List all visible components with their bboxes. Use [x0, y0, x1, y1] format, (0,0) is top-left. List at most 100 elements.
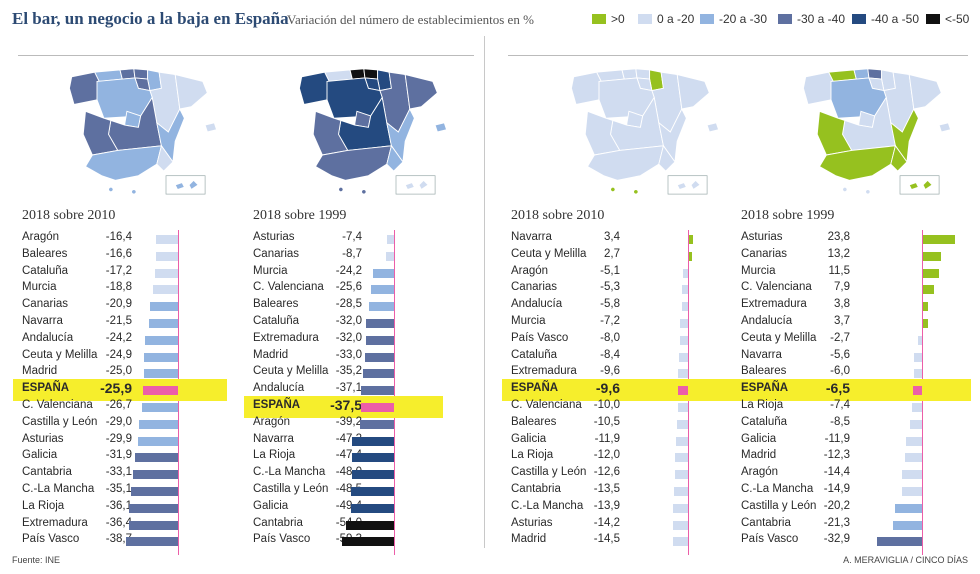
row-label: ESPAÑA — [253, 399, 301, 411]
section-divider — [484, 36, 485, 548]
bar — [155, 251, 178, 261]
bar — [387, 235, 394, 244]
bar — [371, 285, 394, 295]
highlight-row: ESPAÑA -37,5 — [253, 397, 483, 415]
bar — [128, 520, 178, 530]
map-region — [658, 144, 676, 172]
row-value: -37,5 — [330, 397, 362, 413]
bar — [361, 403, 394, 412]
legend-item: <-50 — [926, 12, 969, 26]
highlight-row: ESPAÑA -25,9 — [22, 380, 252, 398]
map-region — [119, 68, 136, 80]
data-row: Ceuta y Melilla -24,9 — [22, 348, 252, 365]
row-value: -35,2 — [335, 365, 362, 378]
row-value: -16,6 — [105, 247, 132, 260]
row-label: Madrid — [741, 449, 777, 462]
bar — [673, 503, 688, 513]
data-row: La Rioja -7,4 — [741, 398, 971, 415]
row-value: -14,9 — [823, 483, 850, 495]
data-row: Baleares -28,5 — [253, 297, 483, 314]
row-label: Extremadura — [511, 365, 577, 378]
data-row: La Rioja -12,0 — [511, 448, 741, 465]
map-region — [312, 110, 349, 156]
panel-title: 2018 sobre 1999 — [741, 208, 835, 223]
bar — [905, 436, 922, 446]
row-label: Aragón — [511, 264, 549, 277]
bar — [138, 419, 178, 429]
bar — [911, 403, 922, 412]
data-row: Cataluña -32,0 — [253, 314, 483, 331]
data-row: Baleares -10,5 — [511, 415, 741, 432]
row-value: -9,6 — [600, 365, 620, 378]
row-label: Cataluña — [22, 264, 69, 277]
row-label: C. Valenciana — [253, 281, 324, 294]
row-value: -29,9 — [105, 432, 132, 445]
map-region — [68, 71, 100, 105]
row-value: -33,0 — [335, 348, 362, 361]
row-label: País Vasco — [253, 533, 311, 546]
bar — [894, 503, 922, 513]
data-row: La Rioja -47,4 — [253, 448, 483, 465]
bar — [923, 251, 941, 261]
row-value: -37,1 — [335, 382, 362, 395]
data-row: C. Valenciana -26,7 — [22, 398, 252, 415]
row-value: -26,7 — [105, 399, 132, 411]
legend-swatch — [700, 14, 714, 24]
data-row: Cantabria-54,0 — [253, 516, 483, 533]
canarias-frame — [165, 175, 206, 195]
map-region — [84, 145, 163, 181]
row-label: C.-La Mancha — [511, 499, 584, 512]
row-value: -17,2 — [105, 264, 132, 277]
row-value: -7,2 — [600, 315, 620, 327]
row-label: Madrid — [253, 348, 289, 361]
row-label: Cataluña — [511, 348, 558, 361]
row-label: Extremadura — [253, 331, 319, 344]
row-value: -21,3 — [823, 516, 850, 529]
row-label: Baleares — [741, 365, 787, 378]
row-label: Galicia — [253, 499, 289, 512]
bar — [679, 335, 688, 345]
map-region — [108, 186, 137, 195]
bar — [676, 419, 688, 429]
bar — [372, 268, 394, 278]
row-label: La Rioja — [741, 399, 784, 411]
bar — [133, 470, 178, 480]
row-label: Asturias — [22, 432, 64, 445]
row-label: Galicia — [22, 449, 58, 462]
row-value: -9,6 — [595, 380, 620, 397]
row-value: -11,9 — [824, 432, 850, 445]
row-value: 13,2 — [827, 247, 850, 260]
map-region — [676, 179, 701, 191]
bar — [365, 335, 394, 345]
map-region — [314, 145, 393, 181]
row-value: -14,4 — [823, 466, 850, 479]
legend-item: -30 a -40 — [778, 12, 845, 26]
bar — [923, 319, 929, 328]
row-label: País Vasco — [741, 533, 799, 546]
row-value: -8,0 — [600, 331, 620, 344]
legend-swatch — [778, 14, 792, 24]
map-region — [363, 68, 379, 80]
data-row: Canarias -20,9 — [22, 297, 252, 314]
data-row: Cantabria -33,1 — [22, 465, 252, 482]
bar — [677, 386, 688, 396]
row-value: -14,2 — [593, 516, 620, 529]
bar — [923, 268, 939, 278]
bar — [689, 235, 693, 244]
legend-swatch — [852, 14, 866, 24]
bar — [155, 235, 178, 244]
row-label: Canarias — [741, 247, 788, 260]
map-region — [802, 71, 834, 105]
data-row: Asturias 23,8 — [741, 230, 971, 247]
bar — [674, 470, 688, 480]
bar — [149, 302, 178, 312]
legend-label: -40 a -50 — [871, 12, 920, 26]
data-row: Ceuta y Melilla -35,2 — [253, 364, 483, 381]
data-row: Murcia -18,8 — [22, 280, 252, 297]
map-region — [326, 77, 383, 119]
data-row: Ceuta y Melilla -2,7 — [741, 331, 971, 348]
bar — [365, 319, 394, 328]
row-label: Navarra — [511, 231, 552, 243]
data-row: Aragón -16,4 — [22, 230, 252, 247]
map-region — [610, 186, 639, 195]
